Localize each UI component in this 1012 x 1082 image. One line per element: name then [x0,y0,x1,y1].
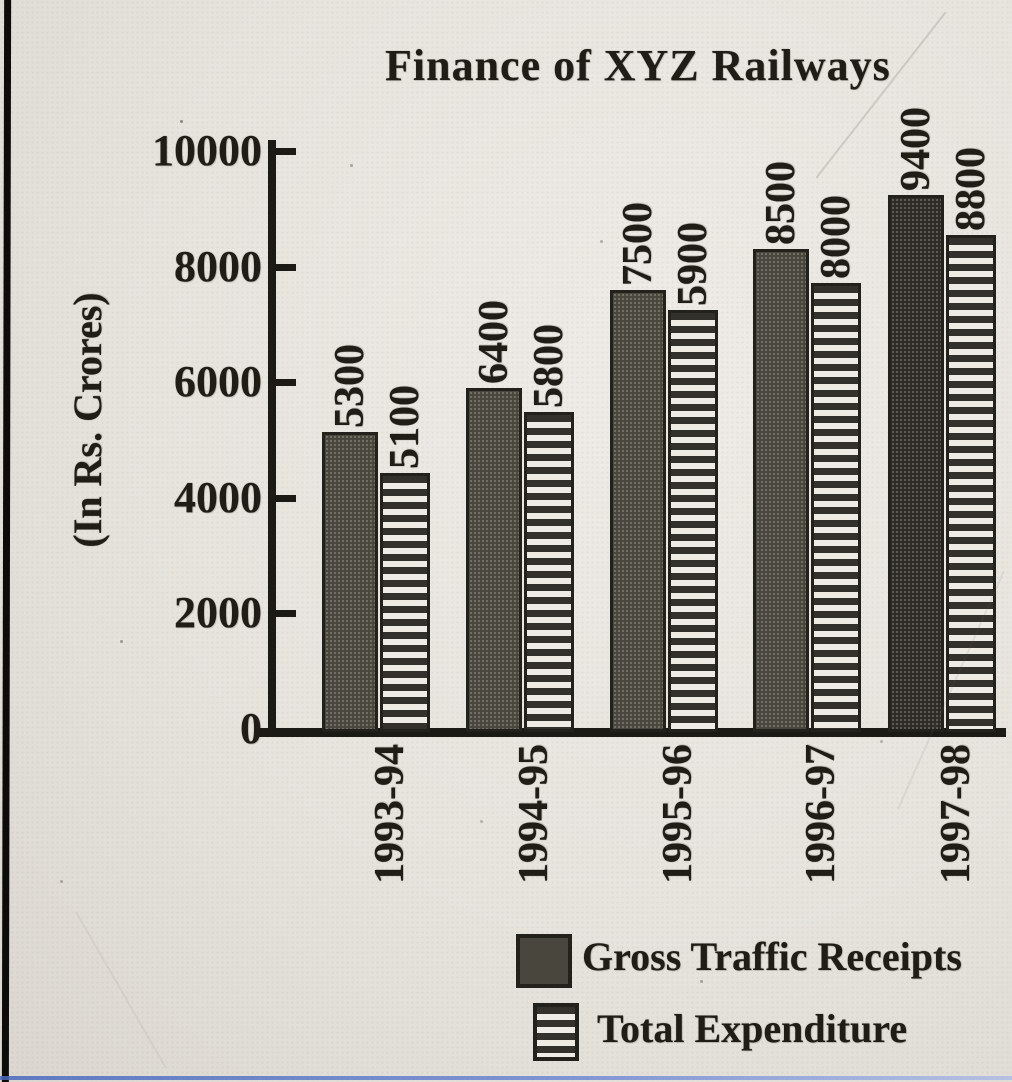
bar-expenditure-1997-98 [946,234,996,732]
bar-expenditure-1993-94 [380,472,430,732]
y-tick-label: 10000 [152,126,262,175]
y-axis-line [268,140,276,736]
bar-value-label: 5900 [670,222,716,307]
bar-value-label: 8800 [948,146,994,231]
bar-value-label: 5300 [327,344,373,429]
bar-gross-1994-95 [466,387,522,732]
y-axis-tick [276,379,296,387]
y-tick-label: 0 [240,704,262,753]
bar-value-label: 7500 [615,201,661,286]
x-axis-line [256,728,1006,737]
y-tick-label: 4000 [174,472,262,522]
bar-gross-1993-94 [322,432,378,732]
x-category-label-1997-98: 1997-98 [933,744,979,884]
bar-gross-1995-96 [610,289,666,732]
y-tick-label: 2000 [174,588,262,638]
bar-value-label: 6400 [471,299,517,384]
y-axis-tick [276,610,296,618]
y-tick-label: 8000 [174,241,262,291]
legend-striped-swatch-icon [533,1003,579,1061]
bar-gross-1996-97 [753,248,809,732]
x-category-label-1994-95: 1994-95 [511,744,557,884]
legend-solid-swatch-icon [516,934,572,988]
chart-title: Finance of XYZ Railways [385,41,891,90]
bar-expenditure-1994-95 [524,412,574,732]
bar-value-label: 9400 [893,107,939,192]
bar-value-label: 5800 [526,324,572,409]
y-axis-tick [276,263,296,271]
x-category-label-1995-96: 1995-96 [655,744,701,884]
bar-gross-1997-98 [888,195,944,732]
bar-expenditure-1995-96 [668,310,718,732]
scan-speckles [180,120,183,123]
y-tick-label: 6000 [174,357,262,407]
scan-page-edge-bottom-blue [0,1076,1012,1080]
x-category-label-1996-97: 1996-97 [798,744,844,884]
y-axis-tick [276,494,296,502]
y-axis-tick [276,148,296,155]
bar-value-label: 8000 [813,195,859,280]
bar-value-label: 5100 [382,384,428,469]
legend-label-gross: Gross Traffic Receipts [582,934,962,979]
bar-expenditure-1996-97 [811,283,861,732]
legend-label-expenditure: Total Expenditure [597,1006,908,1051]
x-category-label-1993-94: 1993-94 [367,744,413,884]
bar-value-label: 8500 [758,160,804,245]
